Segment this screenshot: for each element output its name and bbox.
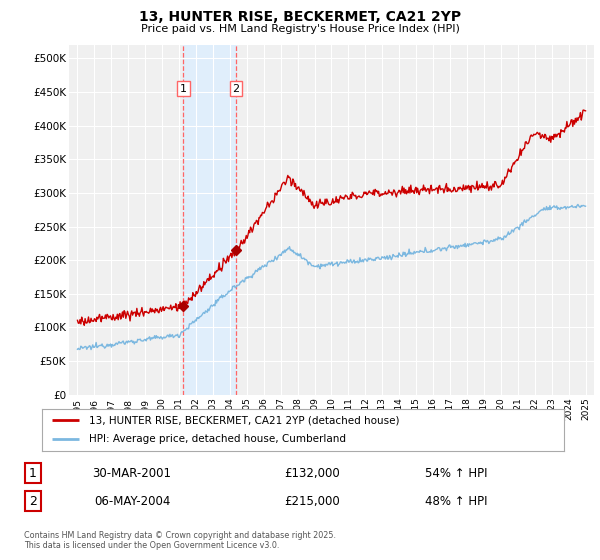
Text: 2: 2	[29, 494, 37, 508]
Text: 30-MAR-2001: 30-MAR-2001	[92, 466, 172, 480]
Text: 06-MAY-2004: 06-MAY-2004	[94, 494, 170, 508]
Text: 13, HUNTER RISE, BECKERMET, CA21 2YP: 13, HUNTER RISE, BECKERMET, CA21 2YP	[139, 10, 461, 24]
Text: £132,000: £132,000	[284, 466, 340, 480]
Text: £215,000: £215,000	[284, 494, 340, 508]
Text: Contains HM Land Registry data © Crown copyright and database right 2025.
This d: Contains HM Land Registry data © Crown c…	[24, 531, 336, 550]
Text: HPI: Average price, detached house, Cumberland: HPI: Average price, detached house, Cumb…	[89, 435, 346, 445]
Text: Price paid vs. HM Land Registry's House Price Index (HPI): Price paid vs. HM Land Registry's House …	[140, 24, 460, 34]
Text: 54% ↑ HPI: 54% ↑ HPI	[425, 466, 487, 480]
Text: 48% ↑ HPI: 48% ↑ HPI	[425, 494, 487, 508]
Bar	[184, 45, 236, 395]
Text: 13, HUNTER RISE, BECKERMET, CA21 2YP (detached house): 13, HUNTER RISE, BECKERMET, CA21 2YP (de…	[89, 415, 400, 425]
Text: 1: 1	[29, 466, 37, 480]
Text: 2: 2	[233, 83, 240, 94]
Text: 1: 1	[180, 83, 187, 94]
